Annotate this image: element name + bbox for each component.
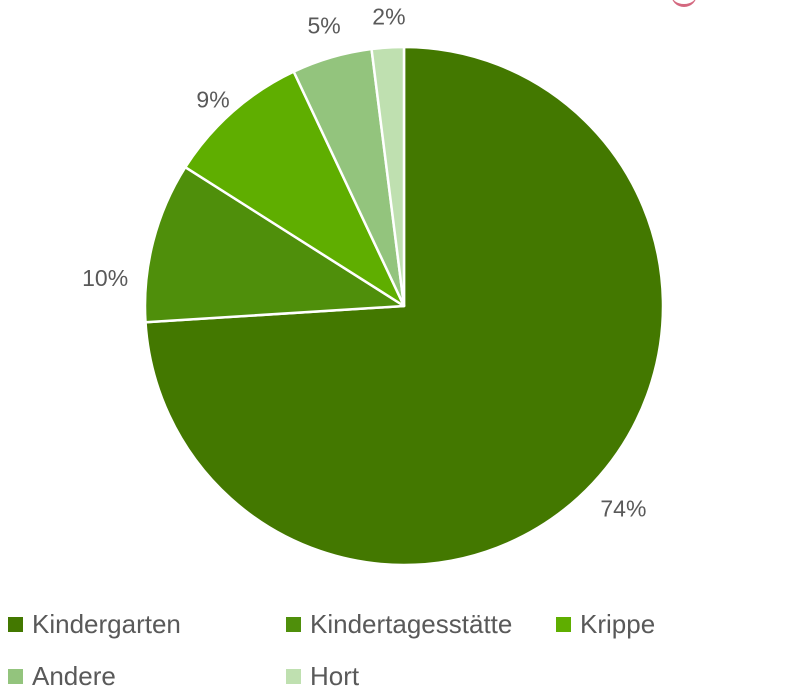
legend-label-andere: Andere xyxy=(32,660,116,691)
legend-label-kindergarten: Kindergarten xyxy=(32,608,181,639)
legend-swatch-andere xyxy=(8,668,23,684)
pie-chart: 74% 10% 9% 5% 2% xyxy=(82,3,665,567)
pie-slice-kindertagesstaette xyxy=(143,165,406,324)
legend-item-hort: Hort xyxy=(286,658,359,694)
legend-item-kindertagesstaette: Kindertagesstätte xyxy=(286,606,512,642)
legend-swatch-hort xyxy=(286,668,301,684)
pie-slice-krippe xyxy=(184,70,406,308)
data-label-krippe: 9% xyxy=(196,86,229,112)
corner-decoration xyxy=(671,0,697,7)
legend-label-kindertagesstaette: Kindertagesstätte xyxy=(310,608,513,639)
legend-swatch-kindergarten xyxy=(8,616,23,632)
legend-item-kindergarten: Kindergarten xyxy=(8,606,181,642)
data-label-kindertagesstaette: 10% xyxy=(82,265,128,291)
legend-label-krippe: Krippe xyxy=(580,608,656,639)
data-label-hort: 2% xyxy=(372,3,405,29)
legend-swatch-krippe xyxy=(556,616,571,632)
pie-slice-hort xyxy=(370,45,406,308)
data-label-andere: 5% xyxy=(307,12,340,38)
data-label-kindergarten: 74% xyxy=(600,496,646,522)
legend-swatch-kindertagesstaette xyxy=(286,616,301,632)
legend-item-krippe: Krippe xyxy=(556,606,655,642)
legend-label-hort: Hort xyxy=(310,660,360,691)
legend-item-andere: Andere xyxy=(8,658,116,694)
legend: Kindergarten Kindertagesstätte Krippe An… xyxy=(0,600,809,691)
